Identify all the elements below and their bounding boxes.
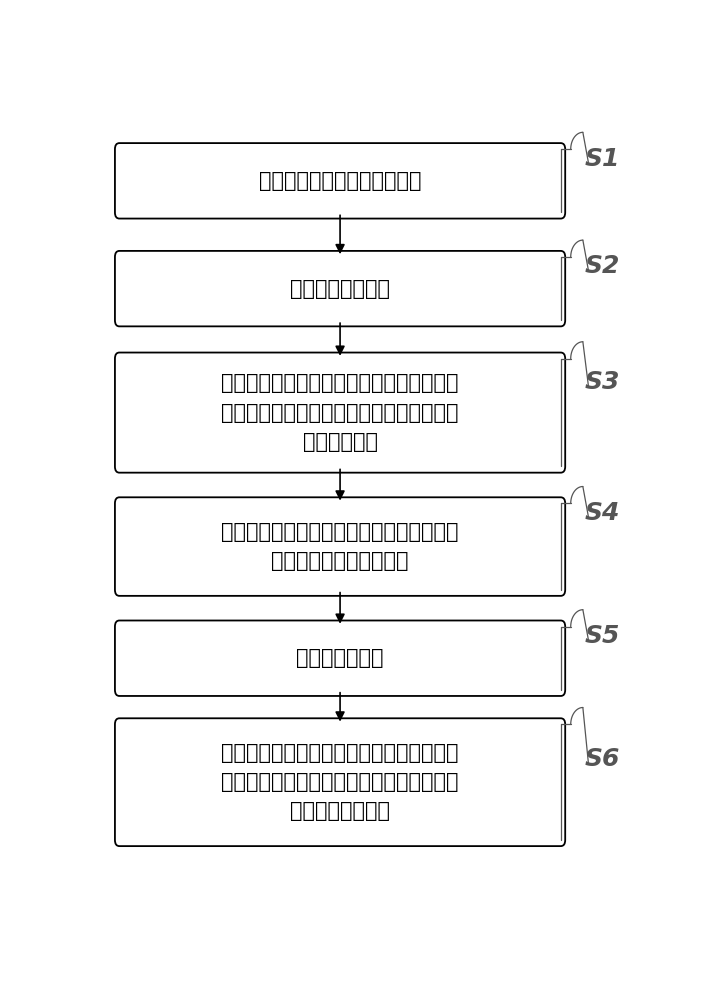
FancyBboxPatch shape bbox=[115, 353, 565, 473]
FancyBboxPatch shape bbox=[115, 143, 565, 219]
Text: S1: S1 bbox=[585, 146, 620, 170]
Text: S3: S3 bbox=[585, 370, 620, 394]
Text: S2: S2 bbox=[585, 254, 620, 278]
Text: S6: S6 bbox=[585, 747, 620, 771]
Text: 对所述并联机器人末端执行点的实际位置和: 对所述并联机器人末端执行点的实际位置和 bbox=[221, 772, 459, 792]
Text: S5: S5 bbox=[585, 624, 620, 648]
Text: 采用滑模控制算法，根据所述期望运动轨迹: 采用滑模控制算法，根据所述期望运动轨迹 bbox=[221, 373, 459, 393]
Text: 模型，获得关节空间坐标: 模型，获得关节空间坐标 bbox=[271, 551, 409, 571]
Text: 根据所述关节空间坐标和所述运动学模型，: 根据所述关节空间坐标和所述运动学模型， bbox=[221, 743, 459, 763]
FancyBboxPatch shape bbox=[115, 620, 565, 696]
FancyBboxPatch shape bbox=[115, 251, 565, 326]
Text: 实际速度进行更新: 实际速度进行更新 bbox=[290, 801, 390, 821]
Text: S4: S4 bbox=[585, 501, 620, 525]
Text: 确定期望运动轨迹: 确定期望运动轨迹 bbox=[290, 279, 390, 299]
Text: 构建并联机器人的动力学模型: 构建并联机器人的动力学模型 bbox=[259, 171, 422, 191]
FancyBboxPatch shape bbox=[115, 497, 565, 596]
Text: 速度确定力矩: 速度确定力矩 bbox=[303, 432, 377, 452]
Text: 根据所述力矩控制所述并联机器人的动力学: 根据所述力矩控制所述并联机器人的动力学 bbox=[221, 522, 459, 542]
Text: 和并联机器人末端执行点的实际位置和实际: 和并联机器人末端执行点的实际位置和实际 bbox=[221, 403, 459, 423]
FancyBboxPatch shape bbox=[115, 718, 565, 846]
Text: 获取运动学模型: 获取运动学模型 bbox=[296, 648, 384, 668]
